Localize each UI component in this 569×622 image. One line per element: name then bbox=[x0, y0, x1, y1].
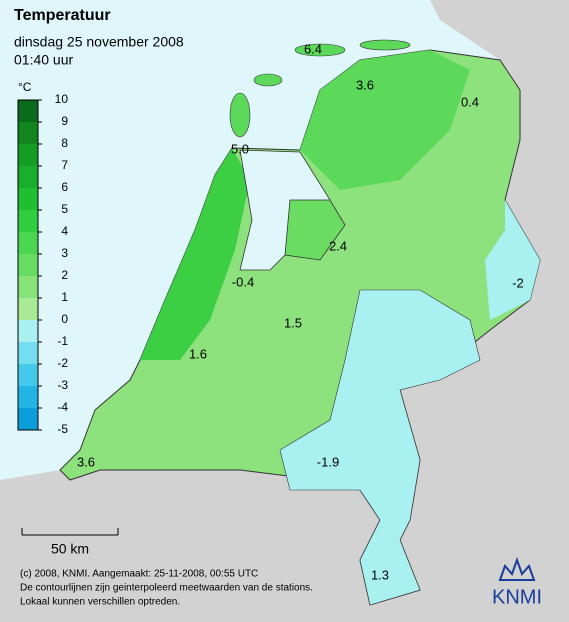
footer: (c) 2008, KNMI. Aangemaakt: 25-11-2008, … bbox=[20, 569, 258, 580]
legend-swatch bbox=[18, 320, 38, 342]
legend-swatch bbox=[18, 210, 38, 232]
legend-swatch bbox=[18, 166, 38, 188]
legend-swatch bbox=[18, 342, 38, 364]
scale-label: 50 km bbox=[51, 541, 89, 557]
zone bbox=[300, 50, 470, 190]
legend-tick-label: 8 bbox=[61, 136, 68, 150]
legend-swatch bbox=[18, 100, 38, 122]
legend-unit: °C bbox=[18, 80, 32, 94]
footer: Lokaal kunnen verschillen optreden. bbox=[20, 597, 180, 608]
title: Temperatuur bbox=[14, 7, 111, 24]
logo: KNMI bbox=[492, 586, 542, 608]
legend-tick-label: 9 bbox=[61, 114, 68, 128]
neighbour-land bbox=[0, 470, 380, 622]
legend-tick-label: -1 bbox=[57, 334, 68, 348]
legend-tick-label: -3 bbox=[57, 378, 68, 392]
island bbox=[253, 73, 283, 87]
legend-tick-label: 10 bbox=[55, 92, 69, 106]
station-value: 0.4 bbox=[461, 94, 479, 109]
legend-swatch bbox=[18, 232, 38, 254]
legend-tick-label: 6 bbox=[61, 180, 68, 194]
legend-swatch bbox=[18, 298, 38, 320]
legend-frame bbox=[17, 99, 39, 431]
zone bbox=[485, 200, 540, 320]
legend-tick-label: 2 bbox=[61, 268, 68, 282]
legend-tick-label: 1 bbox=[61, 290, 68, 304]
legend-tick-label: -2 bbox=[57, 356, 68, 370]
station-value: 1.5 bbox=[284, 315, 302, 330]
legend-swatch bbox=[18, 386, 38, 408]
legend-tick-label: 7 bbox=[61, 158, 68, 172]
logo-crown bbox=[498, 557, 536, 581]
station-value: 2.4 bbox=[329, 238, 347, 253]
legend-swatch bbox=[18, 188, 38, 210]
zone bbox=[140, 148, 250, 360]
footer: De contourlijnen zijn geinterpoleerd mee… bbox=[20, 583, 313, 594]
legend-swatch bbox=[18, 364, 38, 386]
legend-swatch bbox=[18, 122, 38, 144]
polder bbox=[284, 199, 346, 261]
legend-tick-label: 0 bbox=[61, 312, 68, 326]
time: 01:40 uur bbox=[14, 52, 73, 68]
station-value: 6.4 bbox=[304, 41, 322, 56]
zone bbox=[279, 289, 481, 606]
legend-tick-label: 3 bbox=[61, 246, 68, 260]
legend-tick-label: 5 bbox=[61, 202, 68, 216]
station-value: 5.0 bbox=[231, 141, 249, 156]
legend-swatch bbox=[18, 408, 38, 430]
station-value: -2 bbox=[512, 275, 524, 290]
station-value: -0.4 bbox=[232, 274, 254, 289]
legend-swatch bbox=[18, 276, 38, 298]
legend-swatch bbox=[18, 254, 38, 276]
legend-tick-label: -4 bbox=[57, 400, 68, 414]
station-value: 1.6 bbox=[189, 346, 207, 361]
legend-tick-label: -5 bbox=[57, 422, 68, 436]
island bbox=[294, 43, 346, 57]
station-value: -1.9 bbox=[317, 454, 339, 469]
date: dinsdag 25 november 2008 bbox=[14, 34, 184, 50]
station-value: 3.6 bbox=[77, 454, 95, 469]
station-value: 3.6 bbox=[356, 77, 374, 92]
legend-tick-label: 4 bbox=[61, 224, 68, 238]
legend-swatch bbox=[18, 144, 38, 166]
island bbox=[359, 39, 411, 51]
station-value: 1.3 bbox=[371, 567, 389, 582]
island bbox=[229, 92, 251, 138]
neighbour-land bbox=[330, 0, 569, 622]
